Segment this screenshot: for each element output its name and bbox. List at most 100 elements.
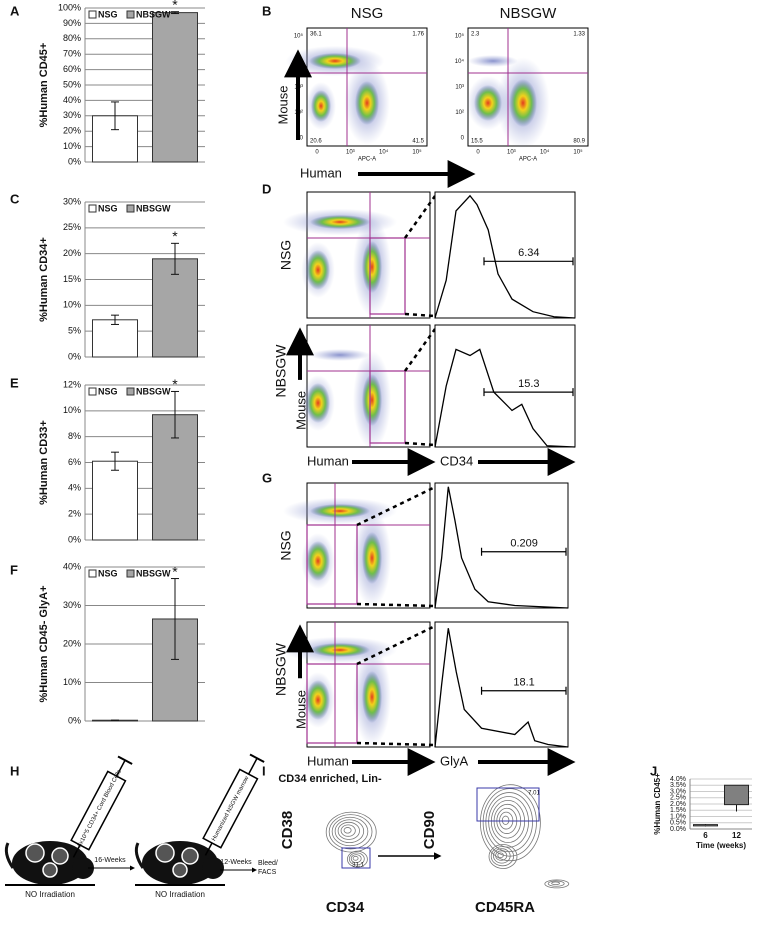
histogram-curve	[434, 486, 569, 609]
significance-mark: *	[172, 563, 178, 579]
axis-title: GlyA	[440, 753, 469, 768]
y-axis-label: %Human CD45- GlyA+	[38, 585, 50, 702]
quadrant-value: 80.9	[573, 139, 585, 145]
y-tick-label: 80%	[63, 33, 81, 43]
row-label: NSG	[278, 530, 294, 560]
gate	[369, 237, 406, 315]
x-tick-label: 6	[703, 831, 708, 840]
syringe-plunger	[247, 757, 258, 775]
significance-mark: *	[172, 228, 178, 244]
x-tick-label: 0	[476, 150, 480, 156]
gate-value: 7.01	[528, 791, 540, 797]
y-tick-label: 0.0%	[670, 826, 686, 833]
error-bar	[171, 578, 179, 660]
axis-title: CD34	[326, 899, 365, 916]
axis-title: CD90	[421, 811, 438, 849]
panel-letter: G	[262, 470, 272, 485]
legend-label: NSG	[98, 386, 118, 396]
y-tick-label: 10²	[455, 110, 464, 116]
y-tick-label: 10³	[455, 85, 464, 91]
syringe-thumb	[117, 755, 133, 765]
panel-letter: E	[10, 375, 19, 390]
y-tick-label: 30%	[63, 110, 81, 120]
y-tick-label: 30%	[63, 196, 81, 206]
bar	[92, 319, 138, 358]
legend-label: NBSGW	[136, 9, 171, 19]
legend-swatch	[126, 387, 135, 396]
legend-swatch	[88, 204, 97, 213]
quadrant-value: 15.5	[471, 139, 483, 145]
axis-title: Mouse	[293, 391, 308, 430]
histogram-curve	[434, 628, 569, 748]
axis-title: CD34	[440, 453, 473, 468]
y-tick-label: 0	[300, 136, 304, 142]
y-tick-label: 2.5%	[670, 795, 686, 802]
contour	[348, 852, 365, 866]
quadrant-value: 20.6	[310, 139, 322, 145]
contour	[501, 815, 510, 825]
y-tick-label: 1.0%	[670, 813, 686, 820]
x-axis-label: Time (weeks)	[696, 841, 746, 850]
density-core	[306, 383, 330, 423]
gate-value: 0.209	[510, 538, 538, 550]
contour	[346, 850, 368, 868]
y-tick-label: 0%	[68, 534, 81, 544]
panel-letter: J	[650, 763, 657, 778]
contour	[337, 821, 360, 840]
y-tick-label: 0.5%	[670, 820, 686, 827]
gate-value: 31.1	[352, 863, 364, 869]
contour	[547, 880, 565, 887]
syringe: Humanized NSGW marrow	[202, 753, 265, 856]
mouse-tail	[4, 842, 15, 869]
syringe-plunger	[115, 759, 126, 777]
gate-projection	[403, 195, 437, 239]
quadrant-value: 36.1	[310, 32, 322, 38]
y-tick-label: 1.5%	[670, 807, 686, 814]
y-tick-label: 60%	[63, 64, 81, 74]
density-core	[355, 81, 379, 125]
contour	[551, 881, 560, 886]
y-axis-label: %Human CD34+	[38, 237, 50, 322]
density-haze	[468, 55, 518, 67]
bar	[92, 460, 138, 541]
panel-letter: D	[262, 181, 271, 196]
x-tick-label: 0	[315, 150, 319, 156]
end-label: FACS	[258, 869, 277, 876]
marrow-spot	[155, 843, 175, 863]
legend-label: NSG	[98, 203, 118, 213]
gate	[369, 370, 406, 444]
contour	[479, 784, 541, 862]
y-tick-label: 40%	[63, 561, 81, 571]
significance-mark: *	[172, 0, 178, 12]
step-label: 12-Weeks	[220, 859, 252, 866]
y-tick-label: 90%	[63, 18, 81, 28]
error-bar	[111, 314, 119, 325]
density-core	[309, 53, 361, 69]
y-tick-label: 3.0%	[670, 788, 686, 795]
parameter-label: APC-A	[358, 157, 376, 163]
end-label: Bleed/	[258, 860, 278, 867]
x-tick-label: 10⁵	[412, 149, 422, 156]
y-axis-label: %Human CD45+	[653, 773, 662, 835]
density-core	[509, 79, 537, 127]
gate-value: 18.1	[513, 677, 534, 689]
plot-title: CD34 enriched, Lin-	[278, 773, 382, 785]
legend-label: NSG	[98, 9, 118, 19]
plot-frame	[434, 324, 576, 448]
gate-projection	[404, 441, 436, 447]
y-tick-label: 0	[461, 136, 465, 142]
quadrant-value: 2.3	[471, 32, 480, 38]
mouse-tail	[134, 842, 145, 869]
contour	[325, 811, 377, 853]
x-tick-label: 10⁴	[540, 149, 550, 156]
legend-swatch	[88, 569, 97, 578]
y-tick-label: 2.0%	[670, 801, 686, 808]
y-tick-label: 6%	[68, 457, 81, 467]
y-tick-label: 20%	[63, 638, 81, 648]
row-label: NBSGW	[273, 642, 289, 696]
y-tick-label: 15%	[63, 274, 81, 284]
density-core	[310, 504, 370, 518]
density-core	[362, 532, 382, 584]
density-core	[310, 643, 370, 657]
